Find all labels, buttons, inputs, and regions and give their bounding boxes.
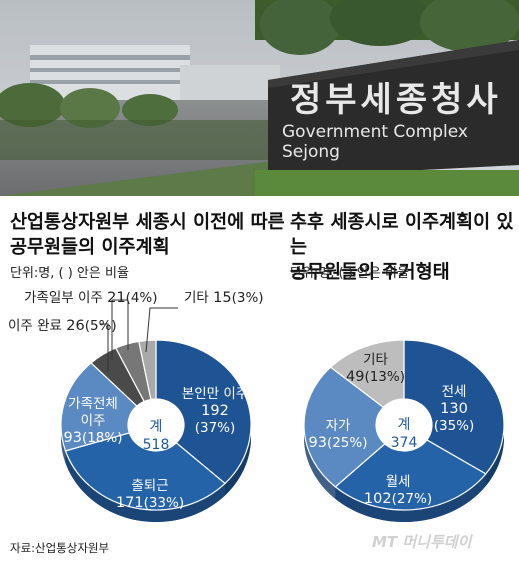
label-right-other: 기타 49(13%) <box>346 352 405 385</box>
label-left-other: 기타 15(3%) <box>184 290 264 306</box>
right-center-total: 계 374 <box>390 417 418 451</box>
left-donut-center-hole <box>128 399 184 451</box>
label-jeonse: 전세 130 (35%) <box>433 384 475 434</box>
left-donut-chart <box>60 339 252 523</box>
right-chart-title: 추후 세종시로 이주계획이 있는 공무원들의 주거형태 <box>290 210 519 285</box>
label-commute: 출퇴근 171(33%) <box>115 478 185 511</box>
left-chart-title-line2: 공무원들의 이주계획 <box>10 237 170 258</box>
header-photo: 정부세종청사 Government Complex Sejong <box>0 0 519 196</box>
source-note: 자료:산업통상자원부 <box>10 541 110 555</box>
right-donut-center-hole <box>376 399 432 451</box>
watermark-logo: MT 머니투데이 <box>372 533 472 551</box>
label-monthly-rent: 월세 102(27%) <box>363 474 433 507</box>
leader-line-other <box>145 307 178 353</box>
label-own-home: 자가 93(25%) <box>308 418 368 451</box>
label-move-done: 이주 완료 26(5%) <box>8 318 117 334</box>
left-chart-unit: 단위:명, ( ) 안은 비율 <box>10 266 129 281</box>
sign-korean-text: 정부세종청사 <box>290 80 502 120</box>
label-family-all: 가족전체 이주 93(18%) <box>63 396 123 446</box>
sign-english-text: Government Complex Sejong <box>282 122 468 162</box>
left-center-total: 계 518 <box>142 419 170 453</box>
left-donut-slice-side-2 <box>65 450 225 523</box>
government-complex-photo <box>0 0 519 196</box>
right-donut-chart <box>303 339 505 522</box>
left-chart-title-line1: 산업통상자원부 세종시 이전에 따른 <box>10 212 285 233</box>
left-chart-title: 산업통상자원부 세종시 이전에 따른 공무원들의 이주계획 <box>10 210 285 260</box>
right-donut-slice-side-2 <box>335 473 486 522</box>
label-self-only: 본인만 이주 192 (37%) <box>181 386 249 436</box>
right-chart-title-line1: 추후 세종시로 이주계획이 있는 <box>290 212 514 258</box>
right-chart-unit: 단위:명, ( ) 안은 비율 <box>290 266 409 281</box>
right-chart-title-line2: 공무원들의 주거형태 <box>290 262 450 283</box>
label-family-partial: 가족일부 이주 21(4%) <box>24 290 158 306</box>
leader-line-move-done <box>100 323 109 372</box>
